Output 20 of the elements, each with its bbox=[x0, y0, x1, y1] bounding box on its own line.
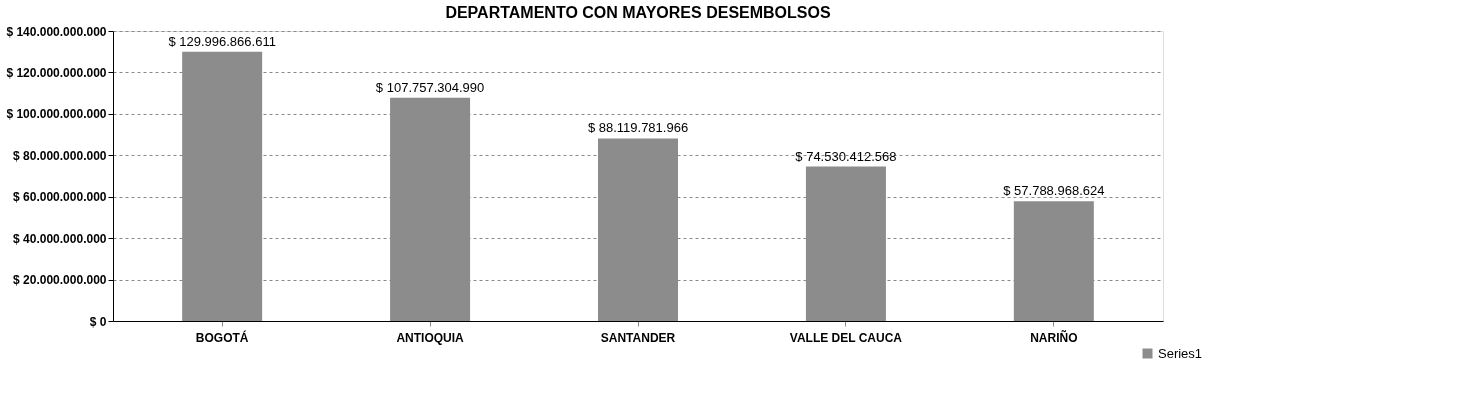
data-label: $ 129.996.866.611 bbox=[168, 33, 276, 49]
data-label: $ 74.530.412.568 bbox=[795, 148, 897, 164]
x-tick-label: ANTIOQUIA bbox=[396, 330, 465, 345]
y-tick-label: $ 40.000.000.000 bbox=[13, 231, 107, 246]
x-tick-label: NARIÑO bbox=[1030, 329, 1078, 345]
y-tick-label: $ 0 bbox=[89, 314, 107, 329]
y-tick-label: $ 100.000.000.000 bbox=[6, 107, 107, 122]
y-tick-label: $ 20.000.000.000 bbox=[13, 273, 107, 288]
data-label: $ 57.788.968.624 bbox=[1003, 183, 1105, 199]
data-label: $ 88.119.781.966 bbox=[587, 120, 689, 136]
x-tick-label: BOGOTÁ bbox=[195, 329, 249, 345]
y-tick-label: $ 80.000.000.000 bbox=[13, 148, 107, 163]
y-tick-label: $ 60.000.000.000 bbox=[13, 190, 107, 205]
y-tick-label: $ 120.000.000.000 bbox=[6, 65, 107, 80]
x-tick-label: SANTANDER bbox=[600, 330, 676, 345]
y-tick-label: $ 140.000.000.000 bbox=[6, 24, 107, 39]
chart-title: DEPARTAMENTO CON MAYORES DESEMBOLSOS bbox=[445, 4, 831, 21]
legend-label: Series1 bbox=[1158, 345, 1203, 361]
x-tick-label: VALLE DEL CAUCA bbox=[789, 330, 903, 345]
data-label: $ 107.757.304.990 bbox=[375, 79, 485, 95]
